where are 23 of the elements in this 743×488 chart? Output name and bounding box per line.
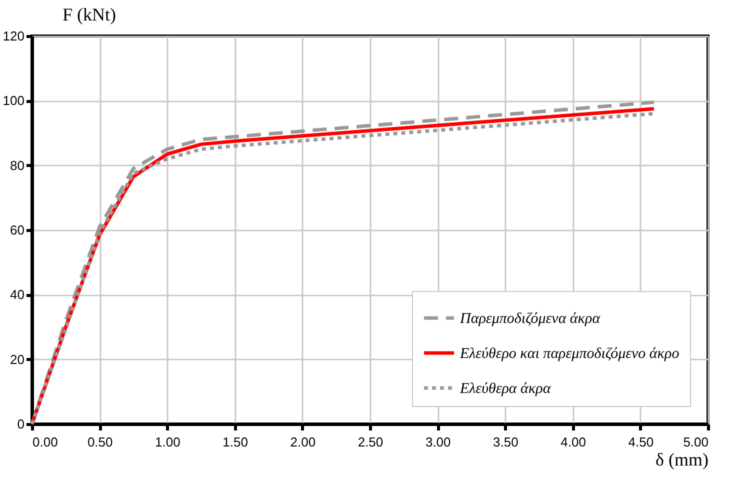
legend-label: Παρεμποδιζόμενα άκρα (459, 311, 602, 327)
y-tick-label: 0 (17, 416, 24, 432)
x-tick-label: 0.00 (32, 434, 58, 450)
x-tick-label: 5.00 (683, 434, 708, 450)
y-tick-label: 20 (10, 352, 24, 367)
y-tick-label: 40 (10, 287, 24, 302)
legend-label: Ελεύθερα άκρα (459, 381, 552, 397)
x-tick-label: 2.00 (290, 434, 316, 450)
y-tick-label: 120 (2, 28, 24, 44)
y-tick-label: 100 (2, 93, 24, 108)
x-tick-label: 1.00 (155, 434, 180, 450)
y-tick-label: 60 (10, 222, 24, 238)
legend-label: Ελεύθερο και παρεμποδιζόμενο άκρο (459, 346, 680, 362)
x-tick-label: 0.50 (87, 434, 113, 450)
x-tick-label: 3.50 (493, 434, 518, 450)
x-tick-label: 2.50 (358, 434, 384, 450)
x-tick-label: 3.00 (425, 434, 451, 450)
y-tick-label: 80 (10, 158, 24, 173)
x-axis-title: δ (mm) (656, 450, 708, 470)
x-tick-label: 1.50 (222, 434, 248, 450)
x-tick-label: 4.50 (628, 434, 654, 450)
x-tick-label: 4.00 (560, 434, 586, 450)
y-axis-title: F (kNt) (62, 4, 116, 24)
